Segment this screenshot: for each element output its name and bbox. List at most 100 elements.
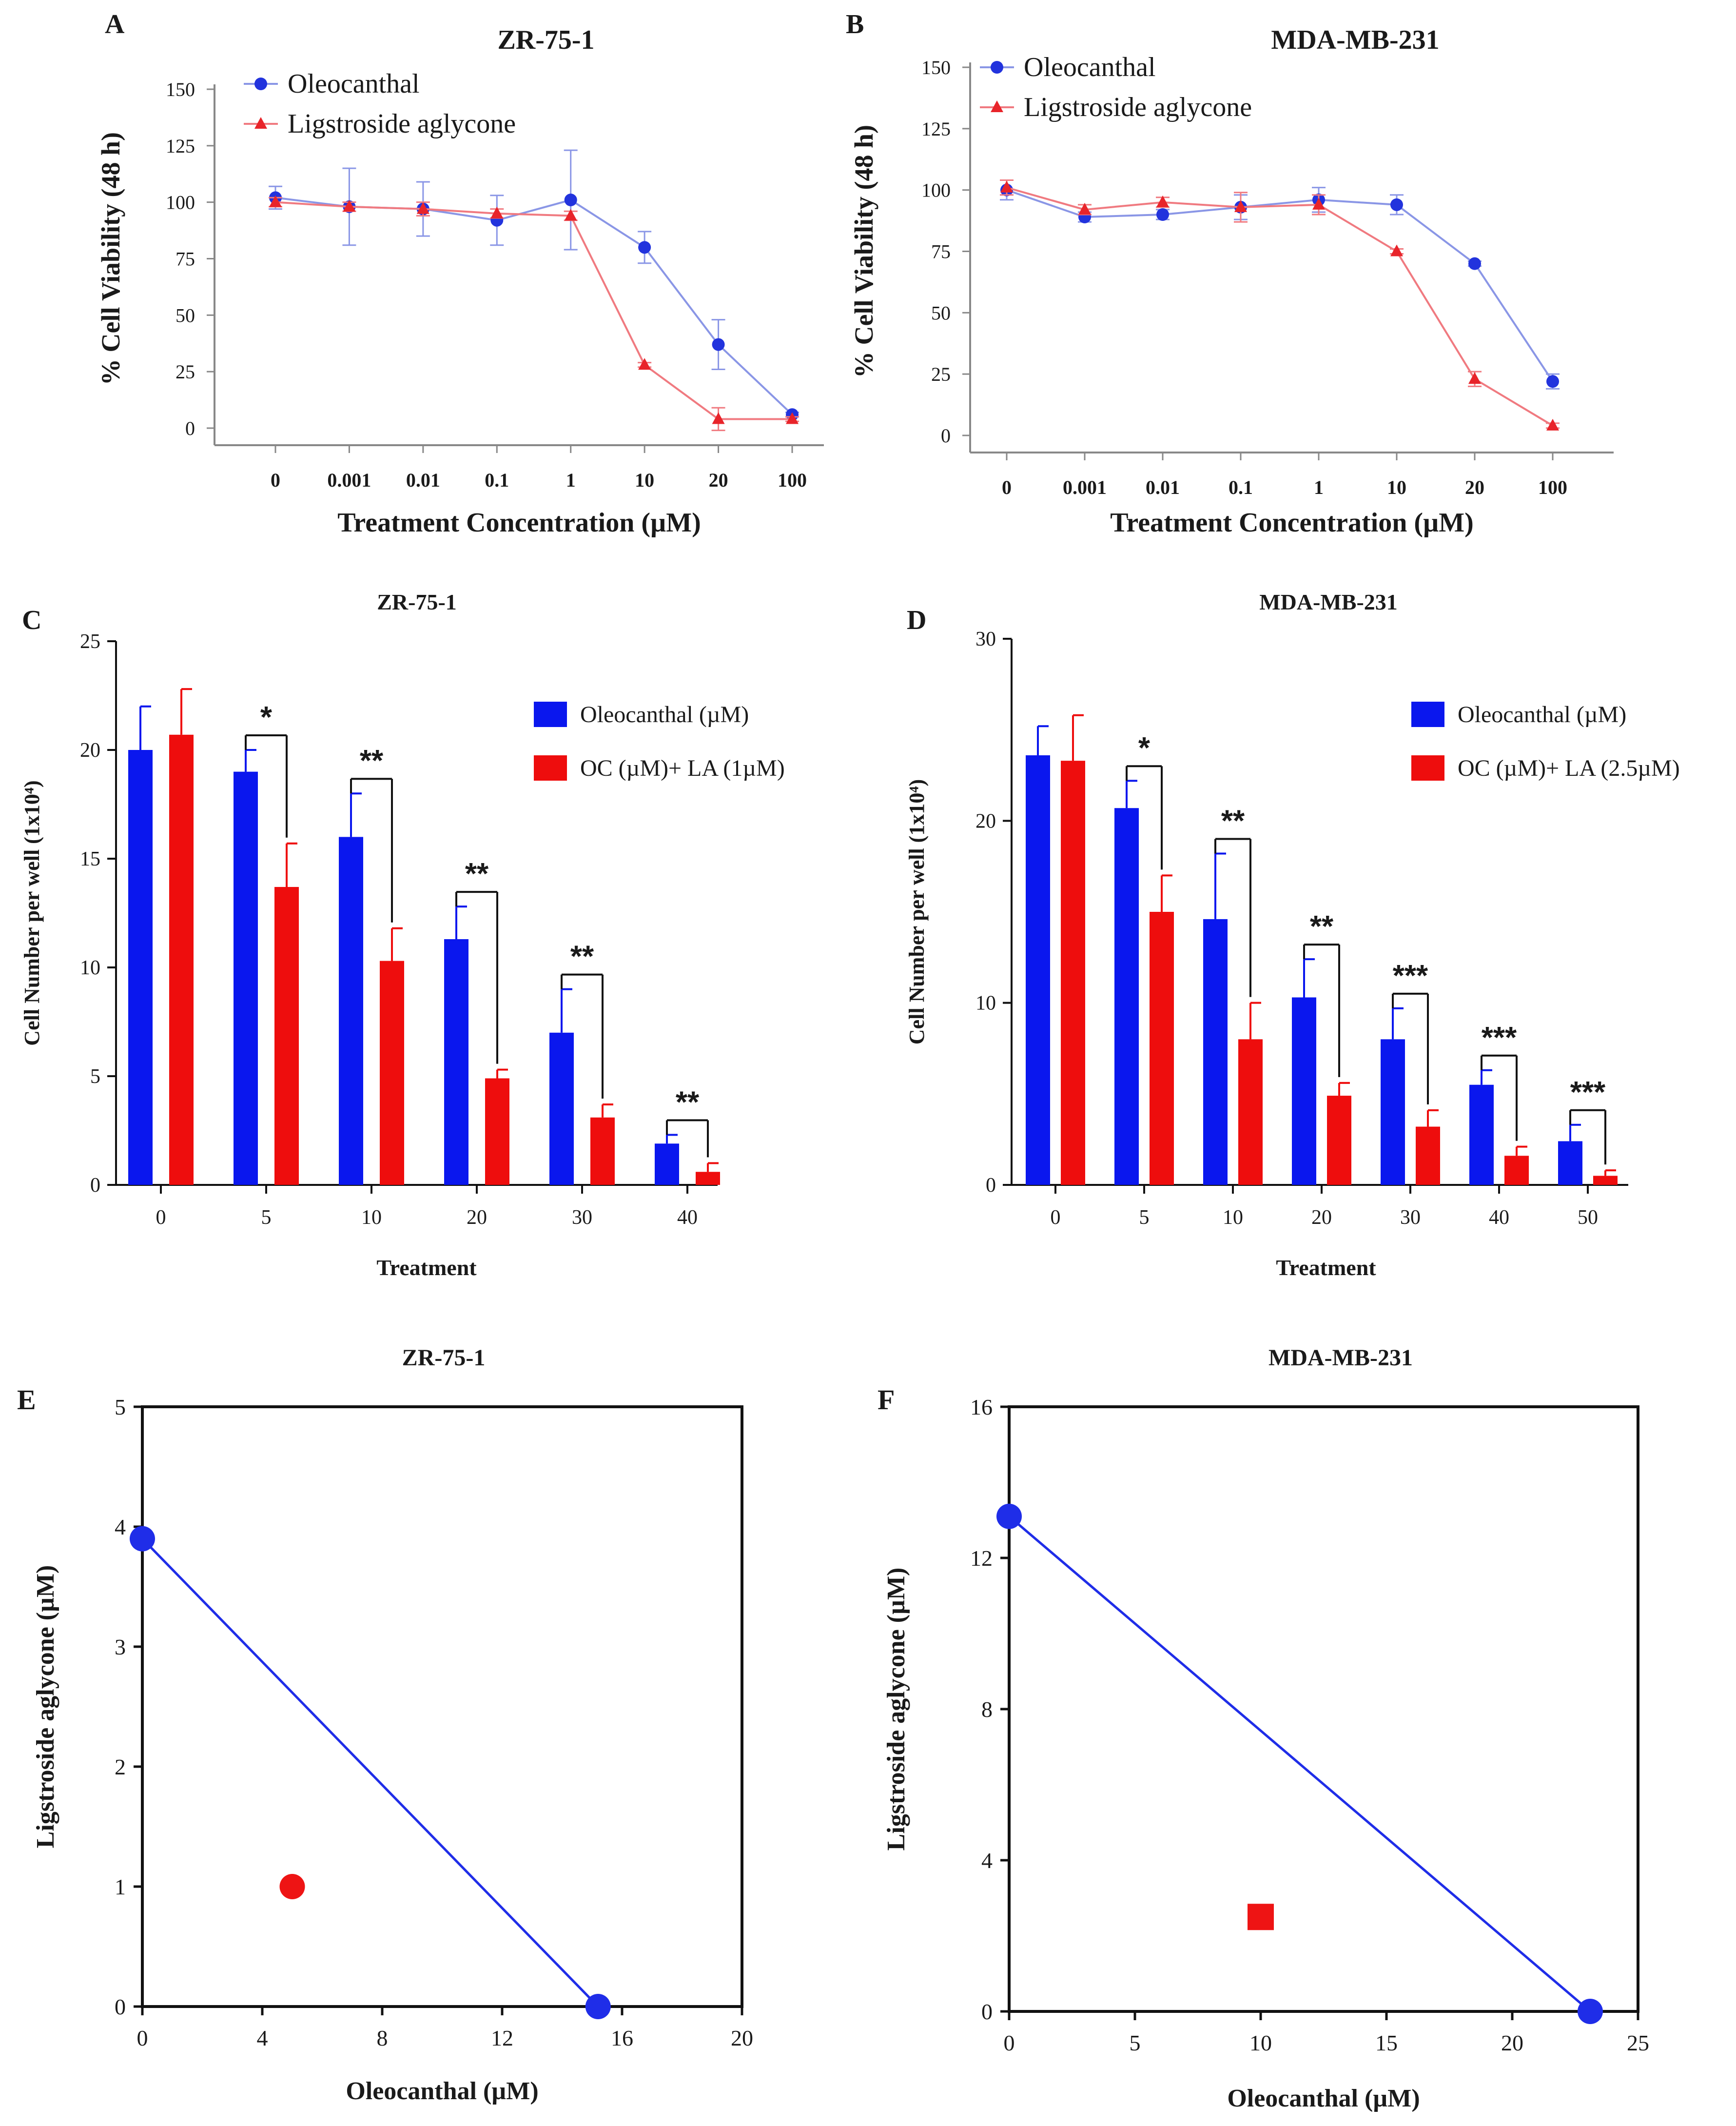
x-tick-label: 0 (1051, 1206, 1061, 1229)
x-tick-label: 10 (1249, 2030, 1272, 2055)
y-tick-label: 4 (981, 1848, 993, 1873)
significance-stars: ** (360, 744, 384, 778)
bar (549, 1032, 574, 1185)
bar (1292, 997, 1316, 1185)
x-tick-label: 0 (1004, 2030, 1015, 2055)
significance-bracket: * (245, 701, 288, 838)
data-point (786, 412, 799, 424)
significance-stars: ** (465, 857, 489, 891)
x-tick-label: 5 (1130, 2030, 1141, 2055)
data-point (1390, 198, 1403, 211)
y-tick-label: 0 (981, 1999, 993, 2024)
x-tick-label: 0 (137, 2026, 148, 2050)
series-line (275, 197, 793, 415)
bar (339, 837, 363, 1185)
combination-point (1248, 1904, 1274, 1930)
x-tick-label: 15 (1375, 2030, 1398, 2055)
bar (1026, 755, 1050, 1185)
x-tick-label: 50 (1578, 1206, 1598, 1229)
significance-stars: * (1138, 731, 1151, 765)
legend-label: Ligstroside aglycone (288, 109, 516, 139)
series-line (1006, 186, 1554, 427)
isobole-endpoint (585, 1994, 611, 2019)
legend-label: OC (µM)+ LA (1µM) (580, 755, 785, 781)
bar (1593, 1176, 1618, 1185)
x-tick-label: 20 (1311, 1206, 1332, 1229)
legend-item: Ligstroside aglycone (980, 92, 1252, 122)
y-tick-label: 25 (80, 630, 100, 653)
plot-frame (141, 1405, 743, 2008)
y-tick-label: 150 (921, 57, 951, 79)
bar (234, 771, 258, 1185)
significance-stars: ** (1221, 805, 1245, 838)
data-point (1156, 195, 1169, 207)
data-point (638, 241, 651, 254)
bar (485, 1078, 509, 1185)
x-tick-label: 40 (677, 1206, 698, 1229)
y-tick-label: 4 (115, 1515, 126, 1539)
data-point (490, 206, 504, 218)
x-tick-label: 5 (261, 1206, 272, 1229)
bar (274, 886, 299, 1185)
legend-item: Oleocanthal (980, 52, 1156, 82)
data-point (638, 358, 651, 370)
data-point (416, 202, 429, 214)
data-point (712, 338, 725, 351)
data-point (1390, 244, 1403, 256)
x-axis-label: Treatment (1276, 1255, 1376, 1280)
y-axis-label: Ligstroside aglycone (µM) (32, 1565, 59, 1849)
x-tick-label: 0 (1002, 476, 1012, 498)
legend-label: Oleocanthal (µM) (1458, 702, 1626, 728)
x-axis-label: Treatment Concentration (µM) (337, 508, 701, 538)
x-tick-label: 12 (491, 2026, 513, 2050)
x-tick-label: 4 (257, 2026, 268, 2050)
isobole-line (141, 1537, 599, 2008)
x-tick-label: 25 (1627, 2030, 1649, 2055)
x-tick-label: 0.1 (1229, 476, 1253, 498)
y-tick-label: 0 (115, 1994, 126, 2019)
panel-letter: F (878, 1384, 895, 1416)
bar (1150, 912, 1174, 1185)
x-tick-label: 20 (1501, 2030, 1523, 2055)
x-tick-label: 20 (467, 1206, 487, 1229)
panel-letter: E (17, 1384, 36, 1416)
series-oleocanthal (269, 149, 799, 421)
x-tick-label: 30 (1400, 1206, 1421, 1229)
y-tick-label: 50 (176, 304, 195, 326)
legend-item: OC (µM)+ LA (2.5µM) (1411, 755, 1680, 781)
chart-title: MDA-MB-231 (1271, 25, 1439, 55)
chart-title: ZR-75-1 (402, 1345, 486, 1371)
series-combination (1061, 714, 1618, 1185)
x-tick-label: 0.001 (1063, 476, 1107, 498)
legend-item: Oleocanthal (µM) (1411, 702, 1626, 728)
y-axis-label: Ligstroside aglycone (µM) (882, 1568, 910, 1851)
x-tick-label: 8 (377, 2026, 388, 2050)
legend-marker (991, 61, 1003, 74)
significance-stars: * (260, 701, 273, 734)
chart-title: MDA-MB-231 (1268, 1345, 1413, 1371)
x-tick-label: 0.001 (327, 469, 371, 491)
data-point (343, 199, 356, 212)
x-tick-label: 20 (731, 2026, 753, 2050)
bar (1238, 1039, 1263, 1185)
panel-c: C ZR-75-1 0 5 10 15 20 25 0 5 10 20 30 40 Cell Number … (20, 590, 785, 1280)
y-axis-label: % Cell Viability (48 h) (96, 132, 125, 385)
legend-marker (254, 117, 267, 129)
bar (380, 961, 404, 1185)
x-tick-label: 0 (271, 469, 280, 491)
panel-f: F MDA-MB-231 0 4 8 12 16 0 5 10 15 20 25 Ligstroside … (878, 1345, 1649, 2112)
significance-bracket: ** (561, 940, 604, 1099)
y-tick-label: 50 (931, 302, 951, 324)
isobole-endpoint (1577, 1999, 1603, 2024)
y-tick-label: 25 (931, 363, 951, 385)
x-axis-label: Treatment Concentration (µM) (1110, 508, 1474, 538)
bar (1416, 1126, 1440, 1185)
x-tick-label: 1 (566, 469, 576, 491)
bar (1504, 1156, 1529, 1185)
x-tick-label: 10 (1223, 1206, 1243, 1229)
legend-label: Oleocanthal (1024, 52, 1156, 82)
chart-title: MDA-MB-231 (1259, 590, 1398, 614)
y-tick-label: 10 (975, 992, 996, 1015)
x-tick-label: 16 (611, 2026, 633, 2050)
